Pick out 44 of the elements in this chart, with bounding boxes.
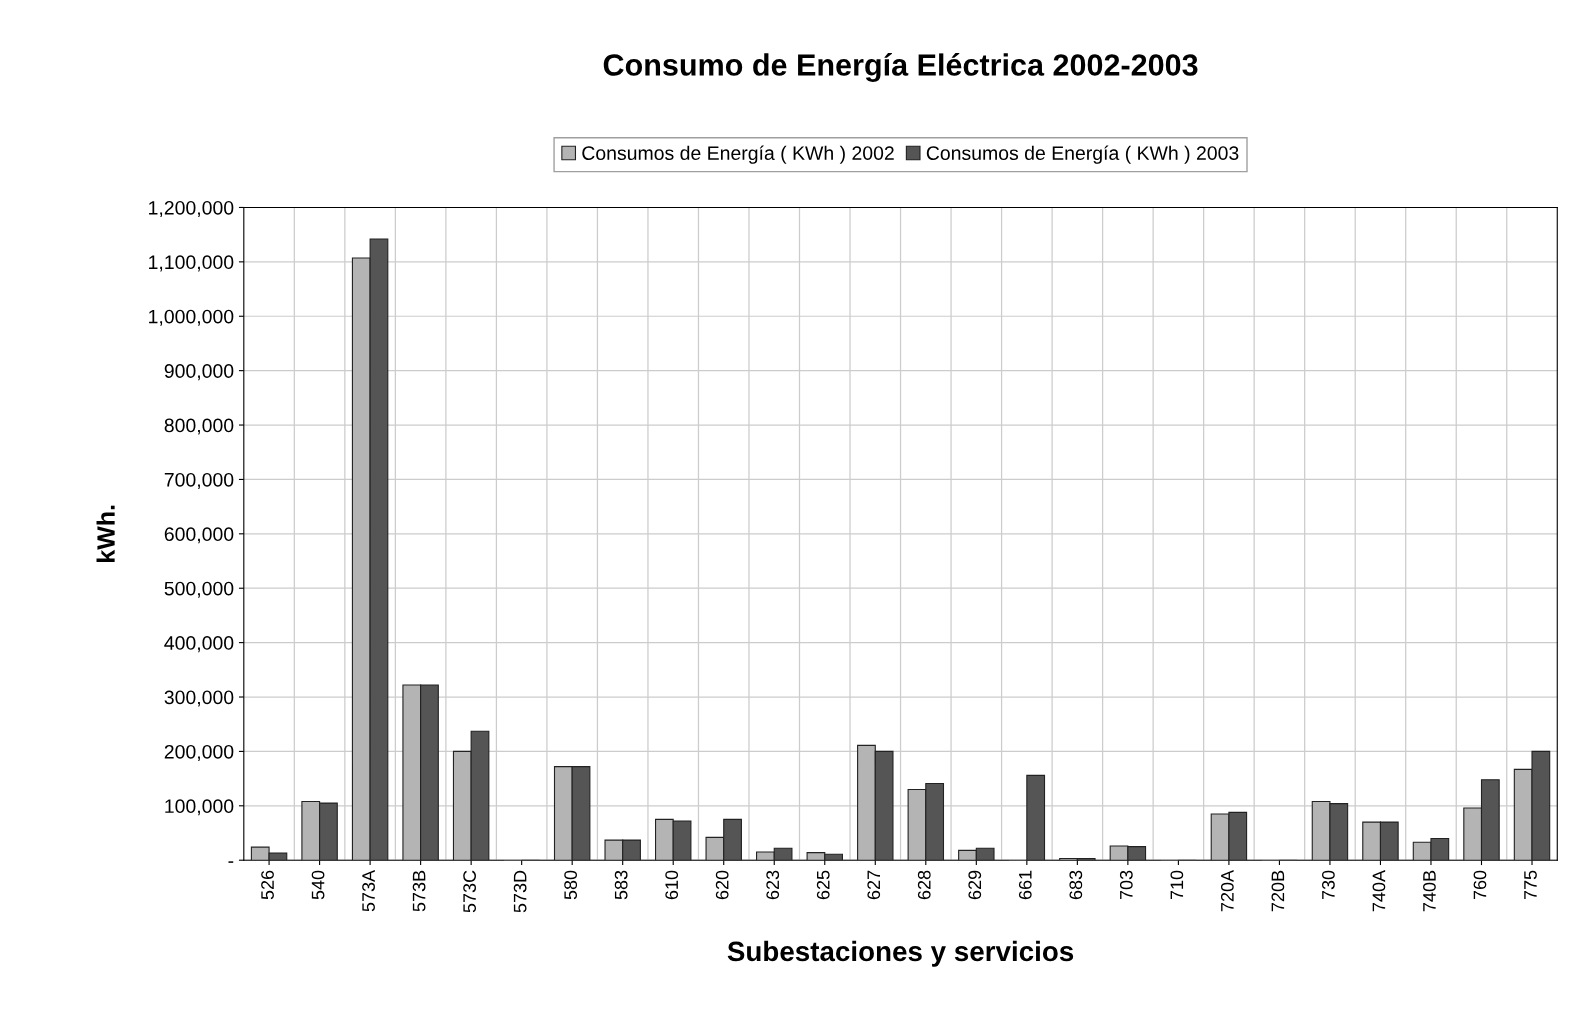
y-tick-label: 300,000 (164, 690, 234, 707)
y-tick-label: 1,000,000 (149, 309, 234, 326)
y-tick-label: 400,000 (164, 636, 234, 653)
y-tick-label: 1,100,000 (149, 255, 234, 272)
x-tick-label: 540 (311, 870, 325, 900)
y-tick-label: 800,000 (164, 418, 234, 435)
x-tick-label: 580 (564, 870, 578, 900)
x-tick-label: 760 (1473, 870, 1487, 900)
x-tick-label: 710 (1170, 870, 1184, 900)
x-axis-title: Subestaciones y servicios (727, 940, 1074, 967)
x-tick-label: 620 (715, 870, 729, 900)
x-tick-label: 526 (261, 870, 274, 900)
chart-title: Consumo de Energía Eléctrica 2002-2003 (603, 53, 1198, 82)
y-tick-label: - (228, 861, 234, 863)
y-tick-label: 200,000 (164, 744, 234, 761)
x-tick-label: 573A (362, 869, 375, 912)
x-tick-label: 730 (1322, 870, 1335, 900)
x-tick-label: 720A (1220, 869, 1234, 912)
x-tick-label: 623 (766, 870, 780, 900)
x-tick-label: 775 (1524, 870, 1537, 900)
x-tick-label: 625 (816, 870, 830, 900)
y-tick-label: 1,200,000 (149, 200, 234, 217)
x-tick-label: 683 (1069, 870, 1083, 900)
x-tick-label: 573B (412, 870, 426, 912)
y-tick-label: 100,000 (165, 799, 234, 816)
x-tick-label: 573D (513, 870, 527, 913)
legend-label: Consumos de Energía ( KWh ) 2003 (926, 145, 1239, 164)
x-tick-label: 740B (1423, 870, 1436, 912)
x-tick-label: 720B (1271, 870, 1285, 912)
x-tick-label: 610 (665, 870, 679, 900)
y-tick-label: 700,000 (164, 472, 234, 489)
x-tick-label: 573C (463, 870, 476, 913)
x-tick-label: 629 (968, 870, 982, 900)
x-tick-label: 583 (614, 870, 628, 900)
x-tick-label: 661 (1018, 870, 1032, 900)
y-axis-title: kWh. (96, 505, 115, 562)
x-tick-label: 703 (1119, 870, 1133, 900)
y-tick-label: 500,000 (164, 581, 234, 598)
x-tick-label: 740A (1372, 869, 1386, 912)
y-tick-label: 600,000 (164, 527, 234, 544)
y-tick-label: 900,000 (164, 364, 234, 381)
legend-label: Consumos de Energía ( KWh ) 2002 (582, 145, 894, 164)
x-tick-label: 627 (867, 870, 881, 900)
x-tick-label: 628 (917, 870, 931, 900)
